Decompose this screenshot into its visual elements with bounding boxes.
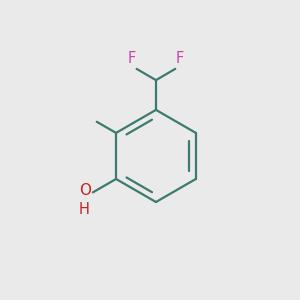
Text: O: O [80,183,92,198]
Text: H: H [79,202,89,217]
Text: F: F [176,51,184,66]
Text: F: F [128,51,136,66]
